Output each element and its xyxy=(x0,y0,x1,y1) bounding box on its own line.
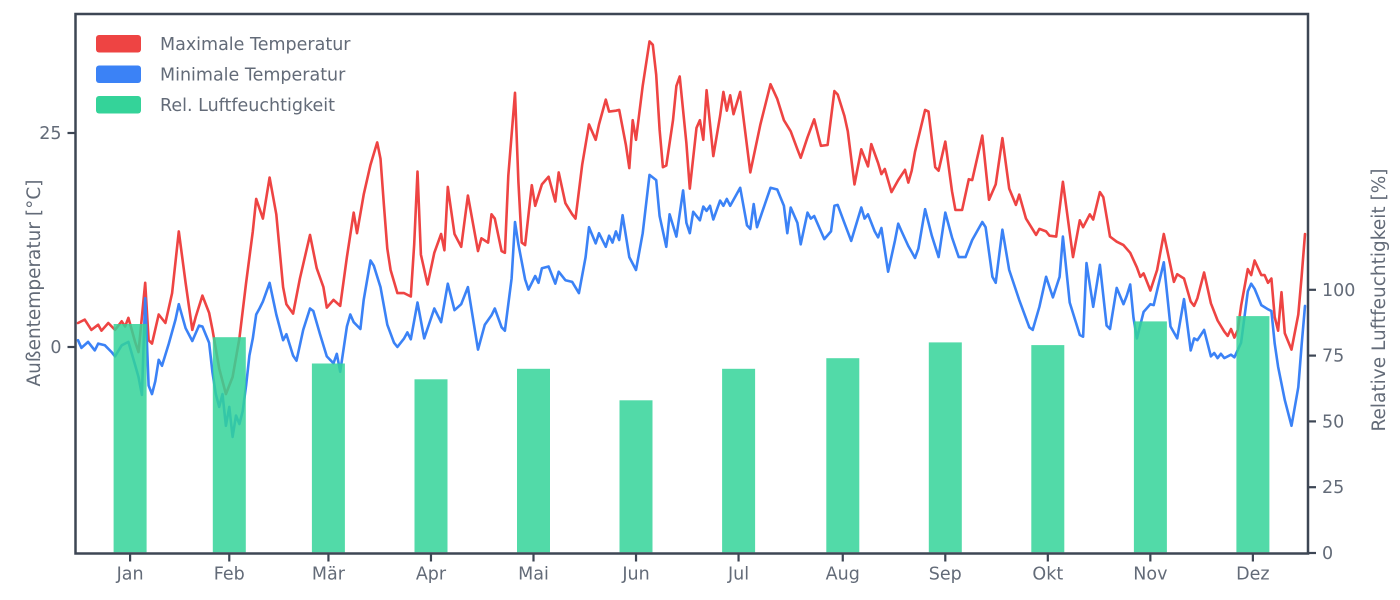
x-tick-label: Apr xyxy=(416,565,447,585)
humidity-bar xyxy=(1133,321,1167,553)
axes-frame xyxy=(74,12,1310,555)
legend-swatch-max-temp xyxy=(96,35,141,53)
humidity-bar xyxy=(619,400,653,553)
legend-swatch-humidity xyxy=(96,96,141,114)
x-tick-label: Mai xyxy=(518,565,549,585)
right-axis-title: Relative Luftfeuchtigkeit [%] xyxy=(1369,168,1390,431)
x-tick-label: Nov xyxy=(1133,565,1167,585)
humidity-bar xyxy=(517,368,550,553)
y-tick-label-right: 50 xyxy=(1322,412,1344,432)
x-tick-label: Feb xyxy=(214,565,245,585)
y-tick-label-left: 0 xyxy=(50,338,61,358)
left-axis-title: Außentemperatur [°C] xyxy=(24,180,45,387)
humidity-bar xyxy=(113,324,147,553)
legend-label-humidity: Rel. Luftfeuchtigkeit xyxy=(160,96,335,116)
x-tick-label: Mär xyxy=(312,565,346,585)
y-tick-label-right: 25 xyxy=(1322,478,1344,498)
x-tick-label: Jan xyxy=(116,565,144,585)
y-tick-label-right: 100 xyxy=(1322,281,1355,301)
legend: Maximale Temperatur Minimale Temperatur … xyxy=(96,35,351,116)
plot-area: Jan Feb Mär Apr Mai Jun Jul Aug Sep Okt Nov Dez 0 25 0… xyxy=(39,12,1355,585)
legend-label-min-temp: Minimale Temperatur xyxy=(160,66,346,86)
humidity-bar xyxy=(928,342,962,553)
x-tick-label: Sep xyxy=(929,565,962,585)
y-tick-label-right: 75 xyxy=(1322,347,1344,367)
humidity-bar xyxy=(414,379,448,553)
min-temp-line xyxy=(76,173,1307,439)
humidity-bar xyxy=(1236,316,1270,553)
humidity-bar xyxy=(826,358,860,553)
legend-swatch-min-temp xyxy=(96,65,141,83)
legend-label-max-temp: Maximale Temperatur xyxy=(160,35,351,55)
humidity-bar xyxy=(212,337,246,553)
x-tick-label: Aug xyxy=(826,565,860,585)
x-tick-label: Jul xyxy=(727,565,749,585)
humidity-bar xyxy=(722,368,756,553)
humidity-bar xyxy=(311,363,345,553)
x-tick-label: Dez xyxy=(1236,565,1269,585)
x-tick-label: Okt xyxy=(1032,565,1063,585)
y-tick-label-left: 25 xyxy=(39,124,61,144)
x-tick-label: Jun xyxy=(621,565,649,585)
humidity-bar xyxy=(1031,345,1065,553)
max-temp-line xyxy=(76,40,1307,396)
y-tick-label-right: 0 xyxy=(1322,544,1333,564)
